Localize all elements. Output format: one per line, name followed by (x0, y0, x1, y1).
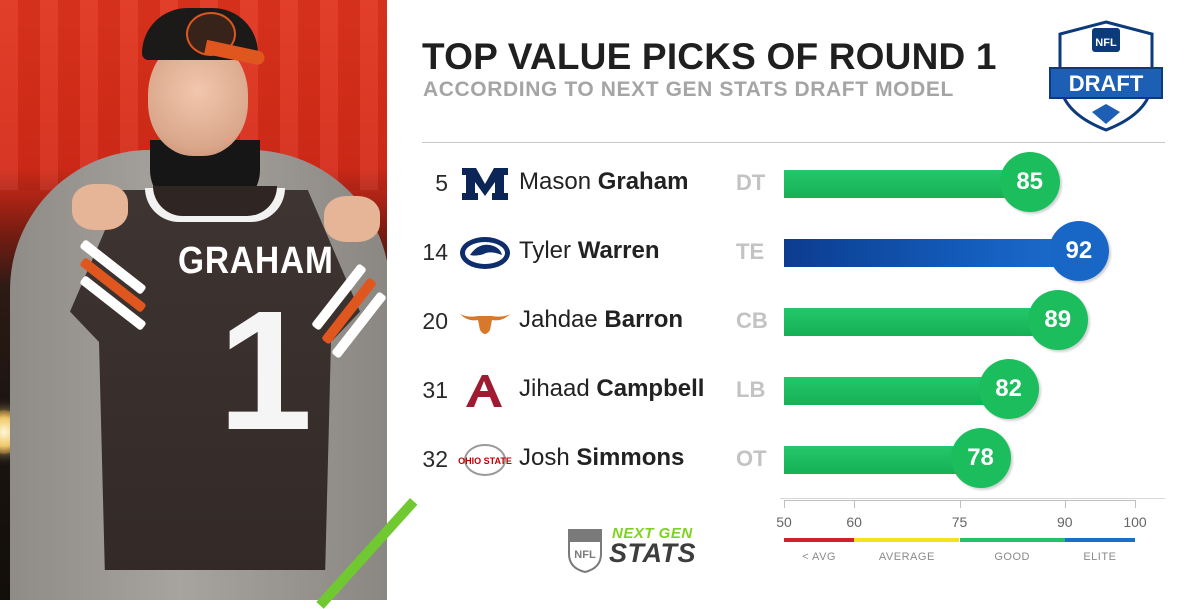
axis-tick-label: 60 (846, 514, 862, 530)
svg-text:DRAFT: DRAFT (1069, 71, 1144, 96)
pick-number: 5 (435, 170, 448, 196)
texas-longhorn-logo-icon (458, 300, 512, 344)
player-last-name: Warren (577, 237, 660, 264)
player-name: Jahdae Barron (519, 306, 683, 334)
player-first-name: Josh (519, 444, 577, 471)
player-first-name: Jahdae (519, 306, 605, 333)
jersey-collar-inner (153, 186, 277, 216)
player-last-name: Campbell (596, 375, 705, 402)
position-label: OT (736, 446, 767, 471)
axis-base-rule (780, 498, 1165, 499)
value-bar (784, 308, 1058, 336)
svg-text:NFL: NFL (1095, 37, 1117, 49)
value-bar (784, 446, 981, 474)
axis-tick (854, 500, 856, 508)
player-name: Jihaad Campbell (519, 375, 704, 403)
player-last-name: Barron (604, 306, 684, 333)
ngs-stats-text: STATS (609, 538, 696, 568)
title-divider (422, 142, 1165, 143)
value-label: 82 (978, 359, 1039, 419)
nfl-draft-logo-icon: NFL DRAFT (1049, 20, 1163, 132)
player-last-name: Simmons (576, 444, 685, 471)
axis-tick-label: 75 (951, 514, 968, 530)
pick-number: 20 (422, 308, 448, 334)
position-label: TE (736, 239, 765, 264)
pick-row: 14 Tyler Warren TE 92 (0, 221, 1200, 283)
player-name: Mason Graham (519, 168, 688, 196)
jersey (70, 190, 360, 570)
hand (72, 184, 128, 230)
scale-band (959, 538, 1065, 542)
axis-tick (1135, 500, 1136, 508)
chart-title: TOP VALUE PICKS OF ROUND 1 (422, 36, 997, 77)
scale-band-label: AVERAGE (878, 551, 935, 563)
scale-band (784, 538, 855, 542)
ohio-state-logo-icon: OHIO STATE (458, 438, 512, 482)
scale-band (1064, 538, 1135, 542)
scale-band-label: GOOD (994, 551, 1030, 563)
axis-tick (959, 500, 961, 508)
player-first-name: Jihaad (519, 375, 597, 402)
position-label: CB (736, 308, 768, 333)
penn-state-logo-icon (458, 231, 512, 275)
axis-tick (784, 500, 785, 508)
value-label: 89 (1027, 290, 1088, 350)
player-first-name: Mason (519, 168, 598, 195)
value-bar (784, 377, 1009, 405)
chart-subtitle: ACCORDING TO NEXT GEN STATS DRAFT MODEL (423, 78, 954, 101)
value-label: 78 (950, 428, 1011, 488)
pick-number: 31 (422, 377, 448, 403)
position-label: LB (736, 377, 766, 402)
svg-text:NFL: NFL (574, 549, 596, 561)
position-label: DT (736, 170, 766, 195)
scale-band-label: ELITE (1083, 551, 1117, 563)
axis-tick-label: 90 (1057, 514, 1073, 530)
jersey-number: 1 (218, 276, 313, 466)
value-label: 92 (1048, 221, 1109, 281)
scale-band-label: < AVG (802, 551, 836, 563)
axis-tick-label: 50 (776, 514, 792, 530)
value-bar (784, 239, 1079, 267)
pick-row: 5 Mason Graham DT 85 (0, 152, 1200, 214)
pick-number: 14 (422, 239, 448, 265)
pick-number: 32 (422, 446, 448, 472)
ngs-next-gen-text: NEXT GEN (612, 525, 693, 542)
value-label: 85 (999, 152, 1060, 212)
michigan-logo-icon (458, 162, 512, 206)
pick-row: 31 Jihaad Campbell LB 82 (0, 359, 1200, 421)
player-name: Tyler Warren (519, 237, 659, 265)
svg-text:OHIO STATE: OHIO STATE (458, 456, 512, 466)
jersey-name: GRAHAM (178, 240, 334, 282)
pick-row: 20 Jahdae Barron CB 89 (0, 290, 1200, 352)
value-bar (784, 170, 1030, 198)
axis-tick (1064, 500, 1066, 508)
player-last-name: Graham (597, 168, 689, 195)
player-name: Josh Simmons (519, 444, 684, 472)
alabama-logo-icon (458, 369, 512, 413)
axis-tick-label: 100 (1123, 514, 1147, 530)
scale-band (854, 538, 960, 542)
pick-row: 32 OHIO STATE Josh Simmons OT 78 (0, 428, 1200, 490)
player-first-name: Tyler (519, 237, 578, 264)
next-gen-stats-logo-icon: NFL (568, 529, 602, 574)
hand (324, 196, 380, 242)
player-photo: GRAHAM 1 (0, 0, 387, 600)
